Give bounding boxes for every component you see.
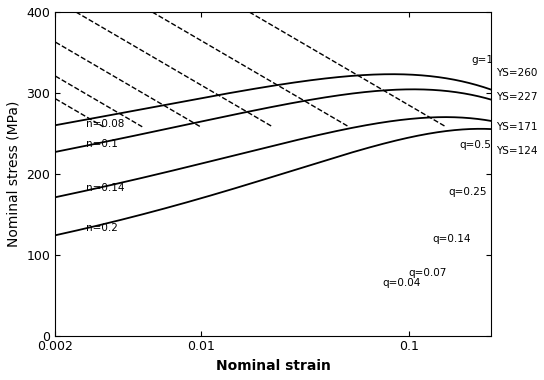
- Text: q=0.5: q=0.5: [459, 141, 491, 150]
- Text: n=0.08: n=0.08: [85, 119, 124, 128]
- Text: n=0.14: n=0.14: [85, 182, 124, 193]
- Text: n=0.2: n=0.2: [85, 223, 118, 233]
- Text: q=0.04: q=0.04: [382, 278, 421, 288]
- Text: q=0.07: q=0.07: [409, 268, 447, 277]
- Text: YS=124: YS=124: [496, 146, 537, 156]
- Text: n=0.1: n=0.1: [85, 139, 118, 149]
- X-axis label: Nominal strain: Nominal strain: [216, 359, 331, 373]
- Text: YS=260: YS=260: [496, 68, 537, 78]
- Text: q=0.25: q=0.25: [448, 187, 487, 197]
- Text: g=1: g=1: [471, 55, 493, 65]
- Text: YS=227: YS=227: [496, 92, 537, 102]
- Text: q=0.14: q=0.14: [432, 234, 471, 244]
- Y-axis label: Nominal stress (MPa): Nominal stress (MPa): [7, 101, 21, 247]
- Text: YS=171: YS=171: [496, 122, 537, 132]
